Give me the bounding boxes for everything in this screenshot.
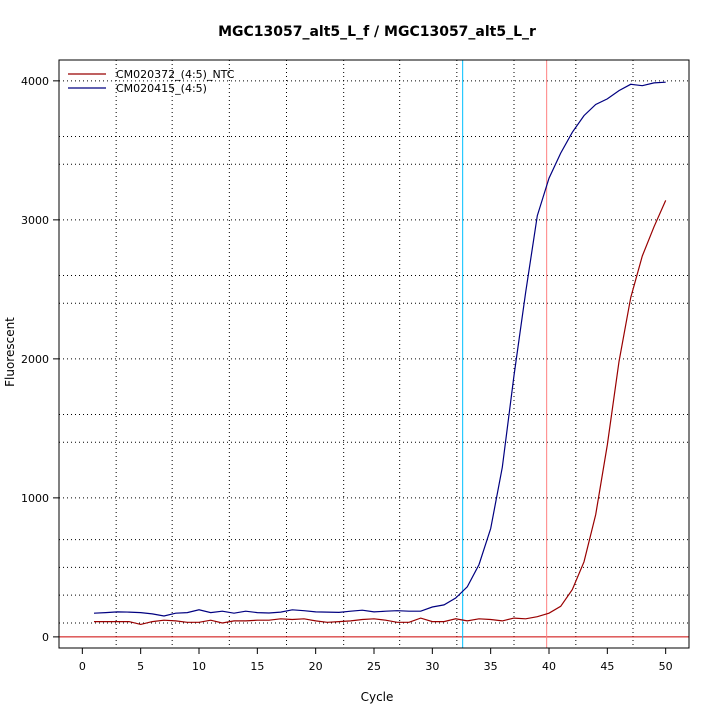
data-series [93,81,667,626]
y-tick-label: 4000 [21,75,49,88]
x-tick-label: 5 [137,660,144,673]
y-axis-label: Fluorescent [3,317,17,387]
y-tick-label: 3000 [21,214,49,227]
x-tick-label: 50 [659,660,673,673]
grid-lines [59,60,689,648]
x-tick-label: 30 [425,660,439,673]
axes: 0 5 10 15 20 25 30 35 40 45 50 0 1000 2000 3000 4000 [21,75,673,673]
x-tick-label: 20 [309,660,323,673]
x-axis-label: Cycle [361,690,394,704]
y-tick-label: 1000 [21,492,49,505]
chart-title: MGC13057_alt5_L_f / MGC13057_alt5_L_r [218,24,536,40]
x-tick-label: 25 [367,660,381,673]
y-tick-label: 2000 [21,353,49,366]
y-tick-label: 0 [42,631,49,644]
legend-label: CM020415_(4:5) [116,82,207,95]
x-tick-label: 0 [79,660,86,673]
series-line [94,200,667,626]
x-tick-label: 35 [484,660,498,673]
x-tick-label: 10 [192,660,206,673]
x-tick-label: 40 [542,660,556,673]
x-tick-label: 15 [250,660,264,673]
reference-lines [59,60,689,648]
series-line [93,81,666,617]
x-tick-label: 45 [600,660,614,673]
legend-label: CM020372_(4:5)_NTC [116,68,235,81]
